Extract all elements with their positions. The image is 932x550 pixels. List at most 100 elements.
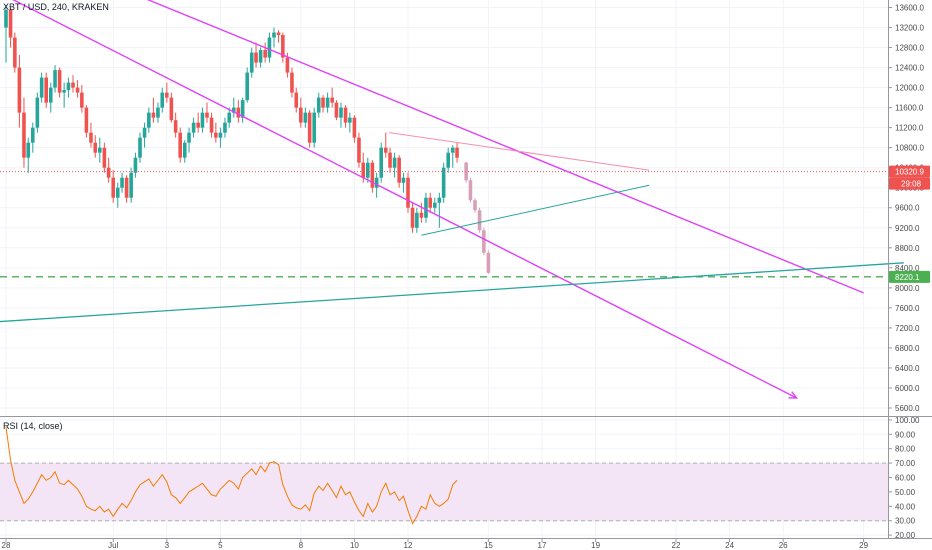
grid-lines	[0, 0, 888, 538]
time-tick-label: Jul	[108, 541, 118, 550]
candle	[205, 112, 209, 118]
candle	[236, 107, 241, 118]
candle	[285, 57, 290, 73]
candle	[281, 35, 285, 58]
candle	[53, 70, 57, 88]
trendline-drawings[interactable]	[0, 0, 904, 399]
time-tick-label: 24	[725, 541, 734, 550]
time-tick-label: 22	[672, 541, 681, 550]
candle	[13, 37, 17, 68]
candle	[303, 112, 308, 123]
candle	[450, 147, 455, 153]
candle	[196, 122, 200, 128]
time-tick-label: 26	[779, 541, 788, 550]
candle	[388, 152, 392, 168]
candle	[294, 92, 299, 108]
candle	[397, 157, 401, 183]
candle	[26, 142, 31, 158]
candle	[209, 117, 214, 133]
price-tick-label: 6400.0	[895, 364, 920, 373]
candle	[66, 82, 71, 91]
candle	[290, 72, 294, 93]
candle	[169, 97, 174, 121]
candle	[348, 117, 352, 123]
countdown-badge: 29:08	[901, 180, 922, 189]
candle	[124, 177, 129, 198]
last-price-badge-bg	[889, 165, 930, 178]
price-tick-label: 8800.0	[895, 244, 920, 253]
candle	[138, 137, 142, 158]
candle	[374, 177, 379, 188]
candle	[325, 97, 330, 108]
candle	[191, 122, 196, 133]
candle	[357, 137, 361, 163]
candle	[437, 197, 442, 203]
rsi-tick-label: 40.00	[895, 502, 916, 511]
candle	[406, 177, 410, 208]
candle	[419, 212, 424, 218]
candle	[80, 92, 84, 108]
support-level-badge-bg	[889, 270, 930, 283]
price-tick-label: 11600.0	[895, 104, 924, 113]
price-tick-label: 5600.0	[895, 404, 920, 413]
rsi-tick-label: 60.00	[895, 474, 916, 483]
price-tick-label: 6800.0	[895, 344, 920, 353]
channel-lower-line	[12, 0, 797, 399]
candle	[223, 122, 227, 133]
rsi-tick-label: 50.00	[895, 488, 916, 497]
candle	[312, 112, 316, 143]
candle	[232, 107, 236, 113]
rsi-tick-label: 80.00	[895, 445, 916, 454]
price-tick-label: 6000.0	[895, 384, 920, 393]
candle	[245, 72, 249, 101]
candle	[433, 202, 437, 208]
candle	[334, 102, 339, 118]
projection-candle	[464, 162, 468, 181]
candle	[307, 112, 312, 143]
time-tick-label: 3	[165, 541, 170, 550]
candle	[366, 162, 370, 178]
candle	[75, 87, 80, 93]
time-tick-label: 29	[859, 541, 868, 550]
candle	[428, 197, 433, 208]
projection-candle	[468, 180, 473, 201]
rsi-tick-label: 20.00	[895, 531, 916, 540]
candle	[133, 157, 138, 173]
candle	[22, 112, 26, 158]
time-tick-label: 8	[299, 541, 304, 550]
candle	[4, 10, 8, 28]
descending-resistance-line	[389, 132, 650, 171]
candle	[263, 50, 267, 58]
channel-upper-line	[146, 0, 864, 294]
projection-candle	[486, 252, 491, 273]
time-tick-label: 12	[404, 541, 413, 550]
rsi-tick-label: 90.00	[895, 430, 916, 439]
candle	[151, 112, 156, 118]
candle	[214, 132, 218, 138]
candlestick-series	[4, 5, 491, 274]
price-tick-label: 13200.0	[895, 24, 924, 33]
candle	[249, 52, 254, 73]
time-tick-label: 5	[218, 541, 223, 550]
candle	[321, 97, 325, 108]
symbol-text: XBT / USD	[3, 2, 47, 12]
candle	[299, 107, 303, 123]
candle	[84, 107, 89, 133]
candle	[455, 147, 459, 158]
long-term-support-line	[0, 262, 904, 323]
candle	[39, 77, 44, 98]
price-tick-label: 12400.0	[895, 64, 924, 73]
candle	[142, 127, 147, 138]
candle	[8, 10, 13, 38]
candle	[424, 197, 428, 218]
candle	[254, 52, 258, 63]
candle	[200, 112, 205, 128]
candle	[98, 147, 102, 153]
rsi-indicator-label[interactable]: RSI (14, close)	[3, 421, 63, 431]
symbol-label: XBT / USD, 240, KRAKEN	[3, 2, 109, 12]
price-tick-label: 13600.0	[895, 4, 924, 13]
exchange-text: KRAKEN	[71, 2, 109, 12]
candle	[111, 177, 115, 198]
